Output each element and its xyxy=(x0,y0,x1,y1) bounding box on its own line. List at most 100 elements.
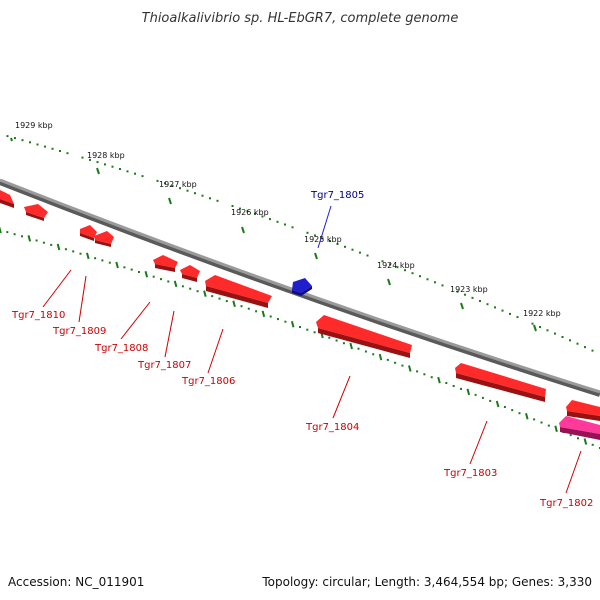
inner-tick-dot-54 xyxy=(394,361,397,364)
inner-tick-dot-73 xyxy=(533,418,536,421)
outer-tick-dot-14 xyxy=(104,163,106,166)
inner-tick-dot-34 xyxy=(247,307,250,310)
outer-tick-dot-78 xyxy=(584,346,586,349)
gene-feature-tgr7-1804[interactable] xyxy=(316,315,412,358)
gene-label-tgr7-1810[interactable]: Tgr7_1810 xyxy=(11,310,65,321)
gene-feature-tgr7-1802[interactable] xyxy=(559,416,600,440)
outer-tick-dot-61 xyxy=(456,290,459,293)
tick-mark-1926 xyxy=(241,226,245,234)
inner-tick-dot-15 xyxy=(108,261,111,264)
inner-tick-dot-81 xyxy=(591,443,594,446)
outer-tick-dot-13 xyxy=(96,161,99,164)
outer-tick-dot-28 xyxy=(209,197,211,200)
inner-tick-dot-22 xyxy=(160,278,162,281)
label-leader-tgr7-1808 xyxy=(120,301,151,340)
outer-tick-dot-74 xyxy=(554,332,556,335)
outer-tick-dot-56 xyxy=(419,275,421,278)
gene-label-tgr7-1809[interactable]: Tgr7_1809 xyxy=(52,326,106,337)
label-leader-tgr7-1804 xyxy=(332,375,351,419)
inner-tick-dash-68 xyxy=(495,400,500,408)
outer-tick-dot-64 xyxy=(479,300,481,302)
outer-tick-dot-18 xyxy=(134,172,136,175)
gene-feature-reverse-a[interactable] xyxy=(0,190,14,208)
inner-tick-dot-75 xyxy=(547,424,550,427)
tick-mark-1927 xyxy=(168,197,172,205)
tick-label-1929: 1929 kbp xyxy=(15,121,53,130)
outer-tick-dot-1 xyxy=(6,135,9,138)
outer-tick-dot-59 xyxy=(441,284,444,287)
label-leader-tgr7-1806 xyxy=(207,328,224,374)
inner-tick-dot-46 xyxy=(335,339,338,342)
outer-tick-dot-49 xyxy=(366,254,369,257)
gene-label-tgr7-1806[interactable]: Tgr7_1806 xyxy=(181,376,235,387)
outer-tick-dot-63 xyxy=(471,296,474,299)
inner-tick-dash-36 xyxy=(261,310,266,318)
tick-mark-1923 xyxy=(460,302,464,310)
inner-tick-dot-31 xyxy=(225,300,228,303)
outer-tick-dot-7 xyxy=(51,147,54,150)
gene-feature-reverse-c[interactable] xyxy=(566,400,600,421)
inner-tick-dot-1 xyxy=(6,231,9,234)
inner-tick-dash-72 xyxy=(525,413,529,420)
outer-tick-dot-2 xyxy=(14,137,16,140)
outer-tick-dot-43 xyxy=(321,237,324,240)
inner-tick-dash-40 xyxy=(290,321,295,328)
gene-feature-tgr7-1803[interactable] xyxy=(455,363,546,402)
outer-tick-dot-48 xyxy=(359,251,361,254)
gene-feature-tgr7-1810[interactable] xyxy=(80,225,97,241)
gene-label-tgr7-1808[interactable]: Tgr7_1808 xyxy=(94,343,148,354)
inner-tick-dot-42 xyxy=(306,328,309,331)
inner-tick-dash-16 xyxy=(115,261,119,269)
gene-label-tgr7-1804[interactable]: Tgr7_1804 xyxy=(305,422,359,433)
outer-tick-dot-46 xyxy=(344,245,346,248)
inner-tick-dash-64 xyxy=(466,388,471,396)
inner-tick-dot-25 xyxy=(181,285,184,288)
gene-feature-tgr7-1805[interactable] xyxy=(292,278,312,296)
outer-tick-dot-33 xyxy=(246,210,249,213)
gene-feature-reverse-b[interactable] xyxy=(24,204,48,221)
inner-tick-dot-61 xyxy=(445,382,448,384)
outer-tick-dot-38 xyxy=(284,223,286,226)
outer-tick-dot-79 xyxy=(591,349,594,352)
gene-feature-tgr7-1806[interactable] xyxy=(205,275,272,308)
label-leader-tgr7-1807 xyxy=(164,310,175,358)
gene-feature-tgr7-1807[interactable] xyxy=(180,265,200,282)
gene-feature-tgr7-1808[interactable] xyxy=(153,255,178,272)
outer-tick-dot-52 xyxy=(389,263,391,266)
inner-tick-dot-9 xyxy=(64,248,67,251)
inner-tick-dot-51 xyxy=(372,353,375,356)
outer-tick-dot-44 xyxy=(329,240,331,243)
inner-tick-dot-78 xyxy=(569,434,572,437)
inner-tick-dot-2 xyxy=(13,233,16,236)
outer-tick-dot-72 xyxy=(539,326,541,328)
outer-tick-dot-68 xyxy=(509,312,511,315)
inner-tick-dot-66 xyxy=(481,396,484,399)
inner-minor-ticks xyxy=(6,231,600,449)
inner-tick-dot-13 xyxy=(94,257,97,260)
inner-tick-dash-12 xyxy=(86,252,90,260)
label-leader-tgr7-1810 xyxy=(42,269,72,308)
outer-tick-dot-65 xyxy=(486,303,489,306)
inner-tick-dot-21 xyxy=(152,275,155,278)
inner-tick-dot-55 xyxy=(401,364,404,367)
gene-label-tgr7-1805[interactable]: Tgr7_1805 xyxy=(310,190,364,201)
inner-tick-dot-5 xyxy=(35,239,38,242)
gene-label-tgr7-1803[interactable]: Tgr7_1803 xyxy=(443,468,497,479)
inner-tick-dash-56 xyxy=(408,365,412,372)
outer-tick-dot-11 xyxy=(81,156,84,159)
gene-feature-tgr7-1809[interactable] xyxy=(94,231,114,247)
gene-label-tgr7-1802[interactable]: Tgr7_1802 xyxy=(539,498,593,509)
tick-mark-1928 xyxy=(96,167,100,175)
inner-tick-dash-76 xyxy=(554,425,558,433)
outer-tick-dot-16 xyxy=(119,168,121,170)
inner-tick-dot-26 xyxy=(189,287,192,290)
genome-title: Thioalkalivibrio sp. HL-EbGR7, complete … xyxy=(142,11,459,26)
gene-label-tgr7-1807[interactable]: Tgr7_1807 xyxy=(137,360,191,371)
inner-tick-dot-7 xyxy=(50,243,53,246)
outer-tick-dot-45 xyxy=(336,243,339,245)
inner-tick-dot-30 xyxy=(218,297,221,300)
outer-tick-dot-27 xyxy=(201,194,204,197)
inner-tick-dot-49 xyxy=(357,347,360,350)
outer-tick-dot-77 xyxy=(576,342,579,345)
